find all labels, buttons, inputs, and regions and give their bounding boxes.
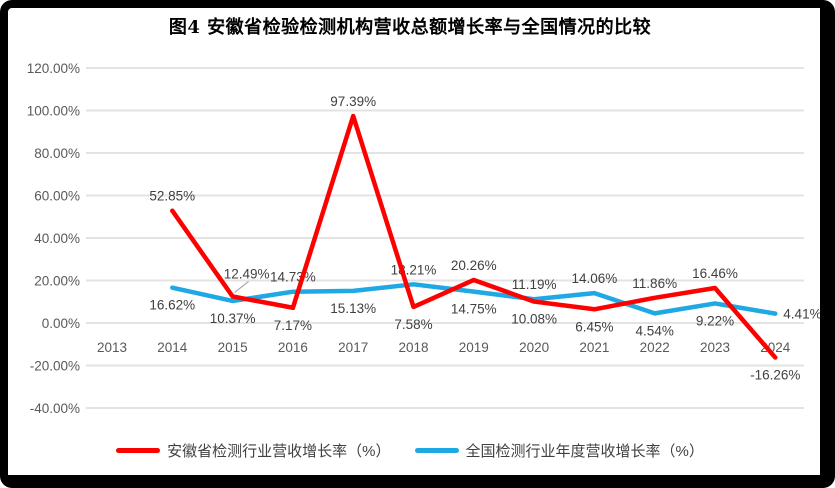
legend-label-anhui: 安徽省检测行业营收增长率（%） [167,443,391,460]
data-point-label: 16.46% [692,266,738,281]
x-axis-tick-label: 2019 [459,340,489,355]
data-point-label: 11.86% [632,276,677,291]
y-axis-tick-label: 0.00% [42,316,80,331]
data-point-label: 52.85% [149,189,195,204]
data-point-label: 11.19% [512,277,557,292]
data-point-label: 10.37% [210,311,256,326]
legend-item-anhui: 安徽省检测行业营收增长率（%） [116,440,391,461]
data-point-label: 14.06% [572,271,618,286]
data-point-label: 7.17% [274,318,312,333]
chart-title: 图4 安徽省检验检测机构营收总额增长率与全国情况的比较 [168,17,652,38]
data-point-label: 4.54% [636,323,674,338]
data-point-label: 20.26% [451,258,497,273]
x-axis-tick-label: 2014 [157,340,188,355]
series-line [170,282,778,316]
x-axis-tick-label: 2018 [398,340,428,355]
data-point-label: 14.73% [270,270,316,285]
label-leader-line [234,280,249,293]
data-point-label: 15.13% [330,301,376,316]
x-axis-tick-label: 2020 [519,340,549,355]
x-axis-tick-label: 2023 [700,340,730,355]
legend-item-national: 全国检测行业年度营收增长率（%） [414,440,704,461]
y-axis-tick-label: 20.00% [34,274,80,289]
x-axis-tick-label: 2022 [640,340,670,355]
data-point-label: 18.21% [391,262,437,277]
data-point-label: 4.41% [783,307,821,322]
y-axis-tick-label: 100.00% [27,104,80,119]
y-axis-tick-label: -20.00% [30,359,80,374]
legend-label-national: 全国检测行业年度营收增长率（%） [465,443,704,460]
data-point-label: 97.39% [330,94,376,109]
national-line-marker-icon [414,448,459,453]
series-line [170,113,778,360]
y-axis-tick-label: 60.00% [34,189,80,204]
y-axis-tick-label: 80.00% [34,146,80,161]
x-axis-tick-label: 2013 [97,340,127,355]
data-point-label: 16.62% [149,298,195,313]
data-point-label: 10.08% [511,312,557,327]
x-axis-tick-label: 2015 [218,340,248,355]
data-point-label: -16.26% [750,368,800,383]
x-axis-tick-label: 2016 [278,340,308,355]
y-axis-tick-label: -40.00% [30,401,80,416]
x-axis-tick-label: 2017 [338,340,368,355]
anhui-line-marker-icon [116,448,161,453]
x-axis-tick-label: 2021 [579,340,609,355]
data-point-label: 12.49% [224,266,270,281]
data-point-label: 6.45% [575,319,613,334]
data-point-label: 14.75% [451,302,497,317]
chart-legend: 安徽省检测行业营收增长率（%） 全国检测行业年度营收增长率（%） [0,440,820,461]
data-point-label: 7.58% [394,317,432,332]
y-axis-tick-label: 120.00% [27,61,80,76]
data-point-label: 9.22% [696,313,734,328]
y-axis-tick-label: 40.00% [34,231,80,246]
